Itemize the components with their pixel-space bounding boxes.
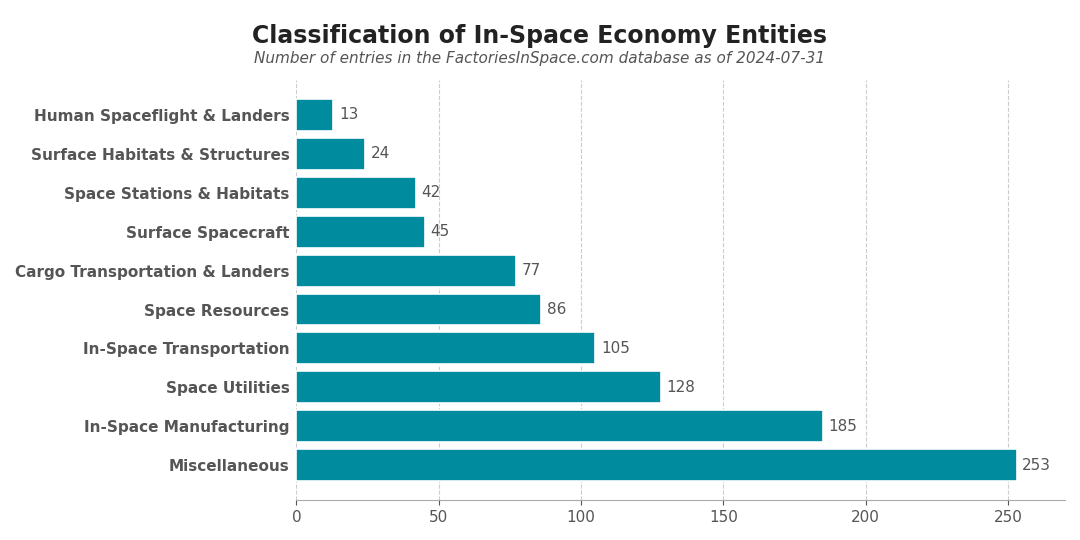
Text: 77: 77 <box>522 263 541 278</box>
Text: 105: 105 <box>602 341 630 356</box>
Text: 42: 42 <box>421 185 441 200</box>
Bar <box>296 372 661 403</box>
Text: 13: 13 <box>339 107 359 123</box>
Text: 86: 86 <box>546 302 566 317</box>
Text: 24: 24 <box>370 146 390 161</box>
Bar <box>296 215 424 248</box>
Bar <box>296 333 595 364</box>
Bar <box>296 138 365 170</box>
Text: Classification of In-Space Economy Entities: Classification of In-Space Economy Entit… <box>253 24 827 48</box>
Text: 128: 128 <box>666 380 696 395</box>
Bar <box>296 294 541 326</box>
Text: 253: 253 <box>1023 458 1051 472</box>
Text: Number of entries in the FactoriesInSpace.com database as of 2024-07-31: Number of entries in the FactoriesInSpac… <box>255 51 825 66</box>
Bar <box>296 255 515 287</box>
Bar <box>296 449 1016 481</box>
Bar <box>296 99 334 131</box>
Text: 185: 185 <box>828 419 858 434</box>
Bar <box>296 410 823 442</box>
Text: 45: 45 <box>430 224 449 239</box>
Bar <box>296 177 416 208</box>
